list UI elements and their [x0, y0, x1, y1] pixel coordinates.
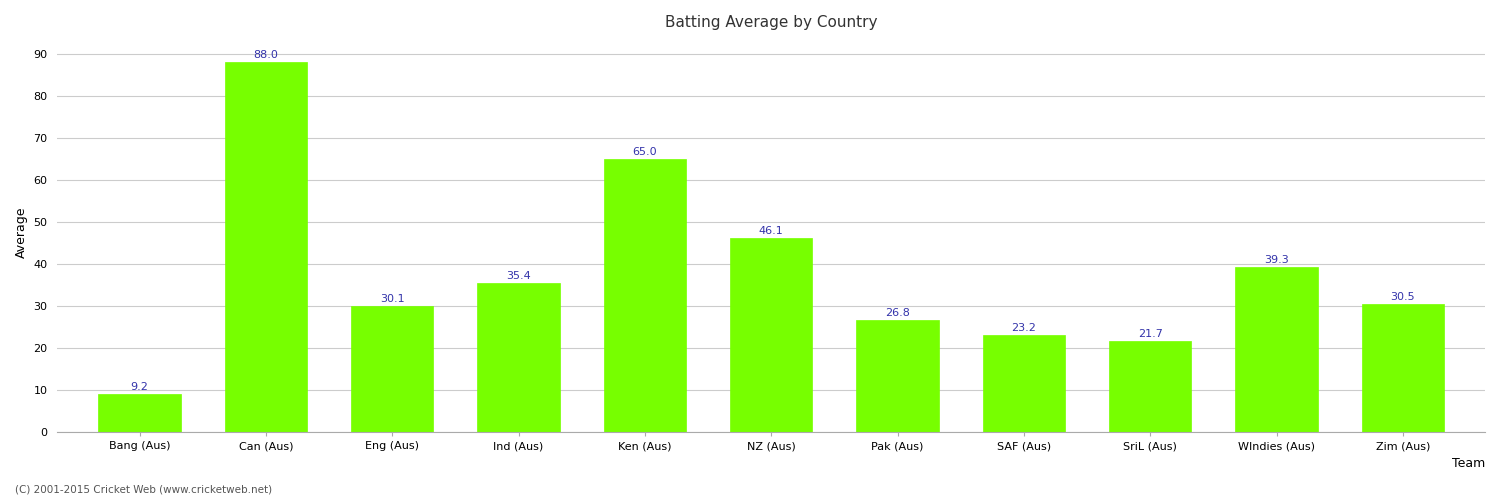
Bar: [225, 62, 308, 432]
Text: 21.7: 21.7: [1138, 329, 1162, 339]
Bar: [730, 238, 813, 432]
Bar: [477, 284, 560, 432]
Text: 30.5: 30.5: [1390, 292, 1414, 302]
Bar: [1362, 304, 1444, 432]
Text: 23.2: 23.2: [1011, 322, 1036, 332]
Text: 39.3: 39.3: [1264, 255, 1288, 265]
Bar: [982, 335, 1065, 432]
Bar: [856, 320, 939, 432]
Text: 35.4: 35.4: [506, 272, 531, 281]
Title: Batting Average by Country: Batting Average by Country: [664, 15, 878, 30]
Text: 30.1: 30.1: [380, 294, 405, 304]
Bar: [351, 306, 433, 432]
Text: 46.1: 46.1: [759, 226, 783, 236]
Text: 65.0: 65.0: [633, 146, 657, 156]
Text: 88.0: 88.0: [254, 50, 279, 60]
Bar: [604, 159, 686, 432]
Text: 9.2: 9.2: [130, 382, 148, 392]
Bar: [1108, 341, 1191, 432]
Y-axis label: Average: Average: [15, 206, 28, 258]
Text: 26.8: 26.8: [885, 308, 910, 318]
Bar: [1236, 267, 1317, 432]
Bar: [99, 394, 180, 432]
X-axis label: Team: Team: [1452, 457, 1485, 470]
Text: (C) 2001-2015 Cricket Web (www.cricketweb.net): (C) 2001-2015 Cricket Web (www.cricketwe…: [15, 485, 272, 495]
